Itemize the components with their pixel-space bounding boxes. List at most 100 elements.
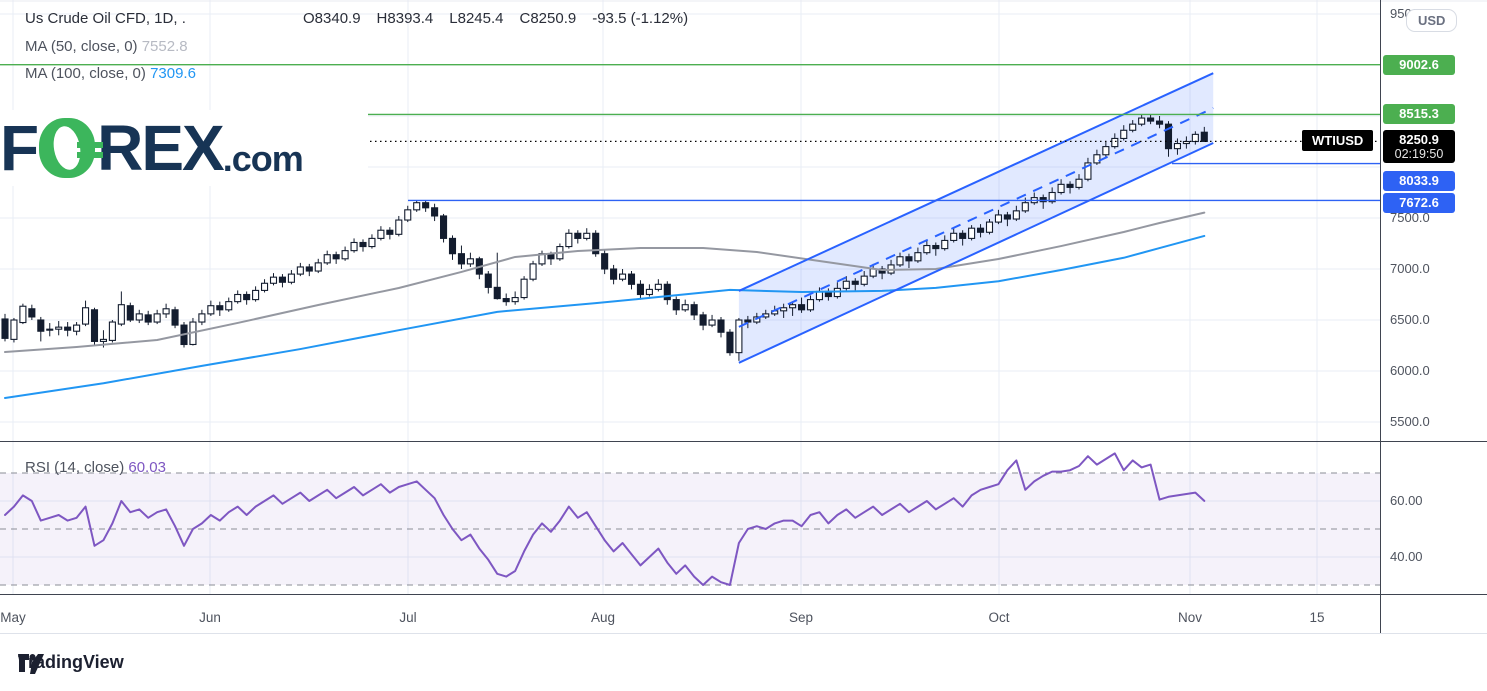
ma50-label: MA (50, close, 0) xyxy=(25,38,138,55)
candle-body xyxy=(780,307,788,312)
ma50-line xyxy=(4,211,1206,354)
candle-body xyxy=(207,305,215,315)
price-level-badge: 9002.6 xyxy=(1383,54,1455,75)
candle-body xyxy=(135,313,143,321)
candle-body xyxy=(493,286,501,300)
candle-body xyxy=(252,289,260,301)
rsi-legend[interactable]: RSI (14, close) 60.03 xyxy=(25,459,166,476)
candle-body xyxy=(511,297,519,303)
forex-o-icon xyxy=(39,118,104,178)
price-axis-tick-label: 6500.0 xyxy=(1390,312,1430,327)
last-price-badge: 8250.9 02:19:50 xyxy=(1383,130,1455,164)
tradingview-logo-icon xyxy=(18,654,44,674)
time-axis-label: Aug xyxy=(590,610,616,625)
rsi-axis-tick-label: 40.00 xyxy=(1390,549,1423,564)
candle-body xyxy=(1156,120,1164,125)
candle-body xyxy=(1111,137,1119,148)
candle-body xyxy=(932,244,940,250)
candle-body xyxy=(968,227,976,239)
chart-canvas[interactable] xyxy=(0,0,1487,634)
candle-body xyxy=(1021,202,1029,212)
candle-body xyxy=(153,313,161,323)
candle-body xyxy=(860,275,868,285)
candle-body xyxy=(735,319,743,354)
tradingview-brand[interactable]: TradingView xyxy=(18,652,124,674)
candle-body xyxy=(1200,131,1208,142)
candle-body xyxy=(350,241,358,252)
candle-body xyxy=(171,309,179,326)
ohlc-open: O8340.9 xyxy=(303,10,361,27)
candle-body xyxy=(90,309,99,342)
candle-body xyxy=(341,250,349,260)
candle-body xyxy=(789,304,797,309)
candle-body xyxy=(466,258,474,265)
candle-body xyxy=(959,232,967,239)
symbol-price-tag: WTIUSD xyxy=(1302,130,1374,152)
ohlc-close: C8250.9 xyxy=(519,10,577,27)
candle-body xyxy=(28,308,36,318)
candle-body xyxy=(976,227,985,233)
candle-body xyxy=(636,283,645,296)
ma100-legend[interactable]: MA (100, close, 0) 7309.6 xyxy=(25,65,196,82)
candle-body xyxy=(37,319,45,332)
candle-body xyxy=(243,293,251,301)
candle-body xyxy=(797,304,806,311)
currency-toggle-button[interactable]: USD xyxy=(1406,9,1458,32)
candle-body xyxy=(574,232,582,239)
ohlc-low: L8245.4 xyxy=(449,10,504,27)
candle-body xyxy=(985,221,994,233)
candle-body xyxy=(842,280,850,289)
candle-body xyxy=(950,232,958,241)
candle-body xyxy=(126,305,134,321)
candle-body xyxy=(923,244,931,254)
candle-body xyxy=(269,276,278,284)
candle-body xyxy=(108,321,116,341)
candle-body xyxy=(413,202,421,211)
candle-body xyxy=(1173,142,1181,150)
candle-body xyxy=(690,304,698,316)
candle-body xyxy=(99,338,107,342)
candle-body xyxy=(672,299,680,311)
candle-body xyxy=(806,299,815,311)
candle-body xyxy=(287,273,295,283)
candle-body xyxy=(1138,117,1146,125)
candle-body xyxy=(565,232,573,248)
candle-body xyxy=(654,283,662,290)
rsi-label: RSI (14, close) xyxy=(25,459,125,476)
candle-body xyxy=(1,318,9,339)
candle-body xyxy=(896,256,904,266)
candle-body xyxy=(144,314,152,323)
candle-body xyxy=(1003,214,1011,220)
candle-body xyxy=(216,305,224,311)
price-level-badge: 8033.9 xyxy=(1383,171,1455,191)
candle-body xyxy=(1057,183,1065,194)
symbol-legend[interactable]: Us Crude Oil CFD, 1D, . xyxy=(25,10,186,27)
candle-body xyxy=(431,207,439,217)
candle-body xyxy=(448,237,457,255)
candle-body xyxy=(878,268,886,274)
ma50-legend[interactable]: MA (50, close, 0) 7552.8 xyxy=(25,38,188,55)
candle-body xyxy=(484,273,492,288)
ohlc-change: -93.5 (-1.12%) xyxy=(592,10,689,27)
candle-body xyxy=(592,232,600,255)
candle-body xyxy=(314,262,322,272)
candle-body xyxy=(386,229,394,235)
rsi-value: 60.03 xyxy=(128,459,166,476)
countdown-timer: 02:19:50 xyxy=(1394,147,1444,162)
candle-body xyxy=(359,241,367,248)
candle-body xyxy=(1066,183,1074,188)
trend-channel-midline xyxy=(738,107,1214,328)
candle-body xyxy=(395,219,403,235)
candle-body xyxy=(699,314,707,326)
candle-body xyxy=(234,293,242,303)
time-axis-label: Sep xyxy=(788,610,814,625)
candle-body xyxy=(1147,117,1155,122)
candle-body xyxy=(1048,191,1056,203)
candle-body xyxy=(1093,154,1101,164)
candle-body xyxy=(10,319,18,340)
candle-body xyxy=(1075,178,1083,188)
forex-watermark: F REX .com xyxy=(0,110,368,186)
ohlc-high: H8393.4 xyxy=(376,10,434,27)
candle-body xyxy=(726,331,734,354)
candle-body xyxy=(55,326,63,330)
